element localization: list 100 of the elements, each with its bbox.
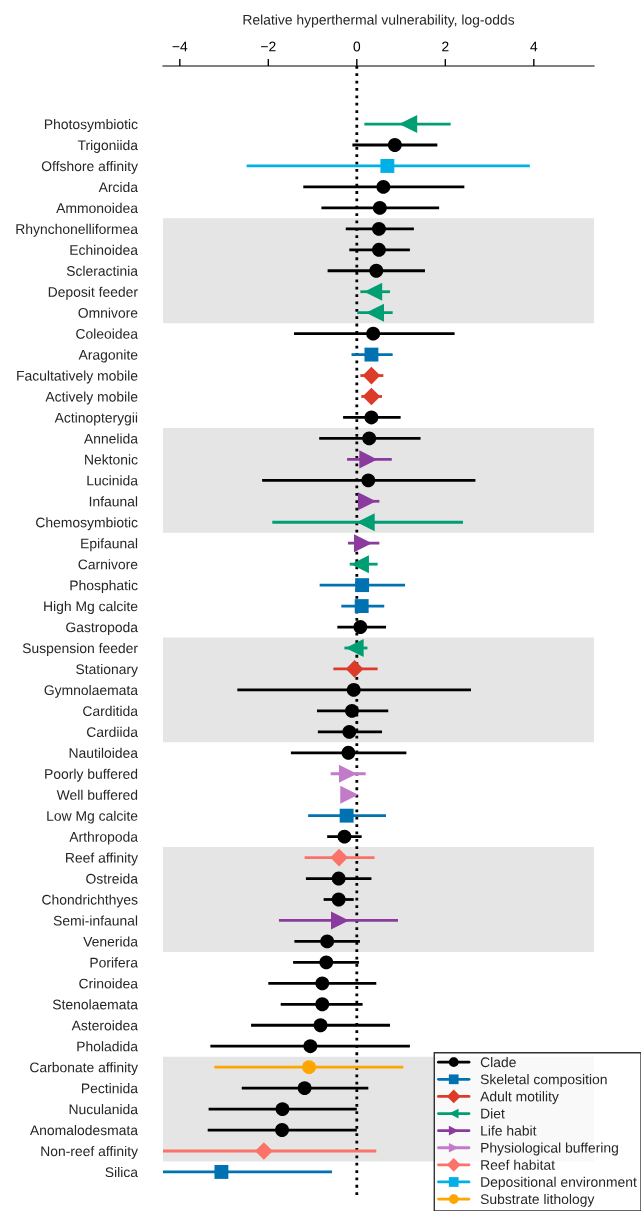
y-tick-label: Carbonate affinity — [30, 1062, 138, 1076]
y-tick-label: Stationary — [76, 663, 138, 677]
y-tick-label: Arcida — [98, 181, 138, 193]
y-tick-label: Deposit feeder — [48, 286, 138, 300]
y-tick-label: Silica — [105, 1166, 138, 1178]
y-tick-label: Porifera — [90, 957, 138, 968]
x-tick-label: 0 — [353, 41, 361, 52]
legend-label: Reef habitat — [481, 1159, 555, 1170]
point — [355, 578, 370, 593]
y-tick-label: Actively mobile — [45, 391, 138, 405]
y-tick-label: Well buffered — [56, 789, 138, 800]
y-tick-label: Echinoidea — [70, 244, 138, 255]
y-tick-label: Infaunal — [89, 496, 138, 507]
point — [342, 724, 357, 739]
point — [345, 638, 364, 658]
y-tick-label: Phosphatic — [70, 580, 138, 594]
y-tick-label: Suspension feeder — [22, 642, 138, 656]
legend-label: Adult motility — [480, 1091, 559, 1105]
point — [362, 366, 381, 385]
y-tick-label: Stenolaemata — [52, 999, 139, 1010]
point — [399, 115, 418, 134]
point — [346, 682, 361, 697]
point — [338, 764, 357, 783]
point — [337, 829, 352, 844]
y-tick-label: Arthropoda — [69, 831, 138, 845]
y-tick-label: Omnivore — [78, 307, 138, 318]
point — [364, 282, 383, 301]
point — [361, 473, 376, 488]
y-tick-label: Nuculanida — [69, 1104, 138, 1115]
point — [315, 997, 330, 1012]
y-tick-label: Facultatively mobile — [17, 370, 138, 384]
point — [345, 660, 364, 678]
point — [345, 703, 359, 718]
point — [350, 555, 369, 574]
y-tick-label: Chondrichthyes — [42, 894, 138, 908]
y-tick-label: Gymnolaemata — [44, 684, 139, 698]
point — [366, 326, 381, 341]
point — [255, 1142, 273, 1160]
y-tick-label: Gastropoda — [66, 622, 139, 635]
y-tick-label: Semi-infaunal — [53, 915, 138, 926]
y-tick-label: Aragonite — [78, 349, 138, 363]
point — [362, 431, 377, 446]
point — [372, 200, 387, 215]
point — [359, 450, 378, 469]
x-tick-label: 2 — [442, 41, 449, 52]
point — [372, 242, 386, 257]
legend-label: Diet — [481, 1108, 505, 1119]
point — [339, 808, 354, 823]
y-tick-label: Epifaunal — [81, 538, 138, 552]
y-tick-label: Lucinida — [87, 475, 138, 486]
point — [372, 221, 386, 236]
point — [313, 1018, 328, 1033]
y-tick-label: Anomalodesmata — [29, 1125, 139, 1136]
point — [302, 1060, 316, 1075]
y-tick-label: Cardiida — [86, 726, 138, 737]
y-tick-label: Annelida — [83, 433, 138, 444]
y-tick-label: Nautiloidea — [69, 747, 138, 758]
y-tick-label: Chemosymbiotic — [36, 517, 138, 531]
point — [364, 347, 379, 362]
y-tick-label: Non-reef affinity — [41, 1145, 138, 1159]
y-tick-label: Actinopterygii — [54, 412, 138, 426]
y-tick-label: Pholadida — [77, 1041, 138, 1052]
y-tick-label: Coleoidea — [76, 328, 138, 339]
y-tick-label: Nektonic — [85, 454, 138, 465]
legend-label: Skeletal composition — [480, 1074, 607, 1088]
y-tick-label: Ammonoidea — [56, 202, 138, 214]
point — [315, 976, 330, 991]
y-tick-label: Carditida — [83, 705, 138, 717]
y-tick-label: Reef affinity — [66, 852, 138, 866]
point — [364, 410, 379, 425]
point — [275, 1123, 289, 1137]
point — [341, 745, 356, 760]
legend-label: Life habit — [481, 1125, 537, 1136]
point — [275, 1102, 290, 1117]
y-tick-label: Pectinida — [82, 1083, 138, 1094]
y-tick-label: Scleractinia — [66, 265, 138, 276]
y-tick-label: Ostreida — [86, 873, 138, 884]
y-tick-label: Photosymbiotic — [44, 119, 138, 132]
point — [331, 871, 346, 886]
point — [357, 492, 377, 511]
x-axis-title: Relative hyperthermal vulnerability, log-odds — [243, 14, 515, 28]
point — [330, 911, 350, 930]
y-tick-label: Asteroidea — [71, 1020, 138, 1031]
x-tick-label: 4 — [530, 41, 538, 52]
point — [303, 1039, 318, 1054]
point — [214, 1165, 229, 1179]
y-tick-label: Poorly buffered — [45, 768, 138, 782]
legend-label: Depositional environment — [481, 1176, 637, 1190]
y-tick-label: Venerida — [83, 936, 138, 947]
y-tick-label: Offshore affinity — [41, 160, 138, 174]
legend-label: Substrate lithology — [480, 1193, 595, 1207]
point — [330, 848, 348, 867]
point — [362, 387, 381, 406]
point — [387, 138, 402, 152]
y-tick-label: Crinoidea — [79, 978, 138, 989]
legend-label: Physiological buffering — [481, 1142, 618, 1156]
point — [319, 955, 334, 970]
y-tick-label: Carnivore — [78, 559, 138, 570]
legend-label: Clade — [480, 1056, 516, 1068]
point — [297, 1081, 312, 1096]
